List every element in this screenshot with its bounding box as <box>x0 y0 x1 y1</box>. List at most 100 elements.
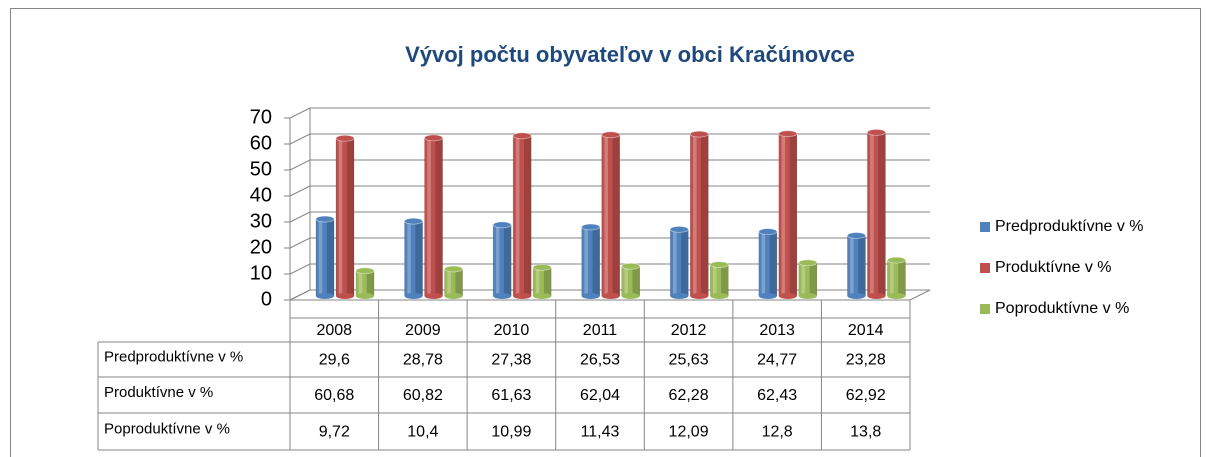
x-tick-label: 2012 <box>671 322 707 339</box>
bar-bottom <box>670 293 689 299</box>
bar-highlight <box>761 231 766 296</box>
table-row-label: Produktívne v % <box>104 384 213 401</box>
bar-shade <box>898 260 906 296</box>
table-value: 23,28 <box>846 352 886 369</box>
bar-top <box>669 225 689 233</box>
grid-line <box>289 211 930 223</box>
bar-shade <box>435 137 443 296</box>
table-value: 12,09 <box>669 424 709 441</box>
bar-highlight <box>358 270 363 296</box>
bar-shade <box>543 267 552 296</box>
bar-shade <box>346 138 354 296</box>
bar-highlight <box>535 267 540 296</box>
bar-top <box>621 262 641 270</box>
bar-top <box>798 259 818 267</box>
bar-top <box>758 228 778 235</box>
x-tick-label: 2014 <box>848 322 884 339</box>
bar-highlight <box>515 135 520 296</box>
y-tick-label: 30 <box>250 210 272 232</box>
bar-shade <box>415 221 423 296</box>
bar-highlight <box>447 268 451 296</box>
bar-bottom <box>444 293 463 299</box>
table-row-label: Poproduktívne v % <box>104 420 230 437</box>
bar-bottom <box>847 293 866 299</box>
legend-label: Poproduktívne v % <box>995 300 1129 317</box>
bar-bottom <box>621 293 640 299</box>
legend-swatch <box>980 263 990 273</box>
bar-highlight <box>584 227 589 296</box>
y-tick-label: 10 <box>250 262 272 284</box>
bar-shade <box>592 227 600 296</box>
table-value: 62,28 <box>669 387 709 404</box>
table-value: 62,92 <box>846 387 886 404</box>
bar-highlight <box>781 133 786 296</box>
table-value: 26,53 <box>580 352 620 369</box>
table-value: 29,6 <box>319 352 350 369</box>
bar-bottom <box>533 293 552 299</box>
bar-highlight <box>604 134 609 296</box>
bar-bottom <box>798 293 817 299</box>
bar-shade <box>503 224 512 296</box>
bar-top <box>709 261 729 268</box>
table-value: 12,8 <box>762 424 793 441</box>
grid-line <box>289 133 930 145</box>
legend-label: Predproduktívne v % <box>995 218 1144 235</box>
bar-bottom <box>404 293 423 299</box>
y-tick-label: 40 <box>250 184 272 206</box>
bar-shade <box>326 219 334 296</box>
bar-bottom <box>316 293 334 299</box>
bar-top <box>778 130 798 138</box>
bar-bottom <box>887 293 906 299</box>
y-tick-label: 60 <box>250 132 272 154</box>
bar-shade <box>612 134 620 296</box>
table-value: 61,63 <box>491 387 531 404</box>
table-value: 28,78 <box>403 352 443 369</box>
x-tick-label: 2010 <box>494 322 530 339</box>
bar-highlight <box>427 137 431 296</box>
bar-highlight <box>338 138 343 296</box>
x-tick-label: 2009 <box>405 322 441 339</box>
bar-shade <box>769 231 777 296</box>
table-value: 60,82 <box>403 387 443 404</box>
bar-shade <box>523 135 532 296</box>
bar-bottom <box>493 293 512 299</box>
bar-highlight <box>318 219 323 296</box>
y-tick-label: 50 <box>250 158 272 180</box>
bar-top <box>335 134 355 142</box>
bar-top <box>689 130 709 138</box>
table-value: 62,04 <box>580 387 620 404</box>
table-value: 27,38 <box>491 352 531 369</box>
bar-shade <box>366 270 374 296</box>
legend-swatch <box>980 222 990 232</box>
legend-swatch <box>980 304 990 314</box>
bar-shade <box>809 262 817 296</box>
bar-bottom <box>778 293 797 299</box>
bar-highlight <box>692 134 697 296</box>
bar-top <box>424 134 443 142</box>
chart-title: Vývoj počtu obyvateľov v obci Kračúnovce <box>405 42 855 67</box>
y-tick-label: 20 <box>250 236 272 258</box>
table-value: 11,43 <box>581 424 620 441</box>
bar-shade <box>632 266 640 296</box>
grid-line <box>289 159 930 171</box>
grid-line <box>289 237 930 249</box>
grid-line <box>289 185 930 197</box>
bar-highlight <box>890 260 894 296</box>
bar-bottom <box>424 293 443 299</box>
y-tick-label: 70 <box>250 106 272 128</box>
bar-top <box>355 267 375 275</box>
table-value: 60,68 <box>314 387 354 404</box>
table-value: 10,4 <box>407 424 438 441</box>
bar-top <box>404 217 423 225</box>
bar-top <box>581 223 601 231</box>
bar-top <box>847 232 866 239</box>
grid-line <box>289 107 930 119</box>
x-tick-label: 2008 <box>316 322 352 339</box>
bar-top <box>601 131 621 139</box>
bar-shade <box>789 133 797 296</box>
bar-shade <box>701 134 709 296</box>
bar-top <box>444 265 463 273</box>
bar-bottom <box>581 293 600 299</box>
bar-top <box>315 215 335 223</box>
bar-bottom <box>710 293 729 299</box>
